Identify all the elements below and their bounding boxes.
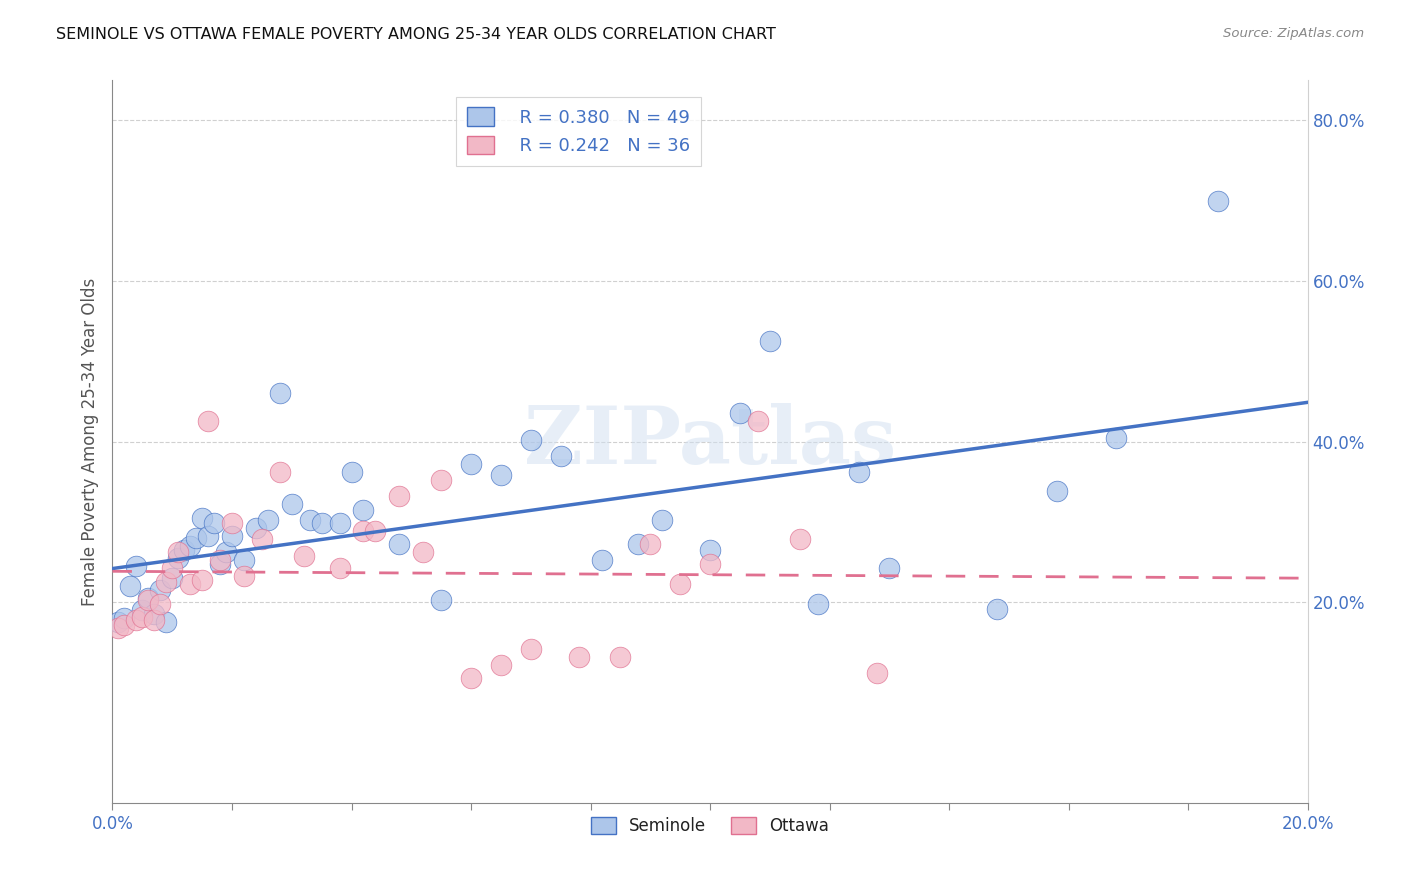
Point [329,561,352,575]
Text: SEMINOLE VS OTTAWA FEMALE POVERTY AMONG 25-34 YEAR OLDS CORRELATION CHART: SEMINOLE VS OTTAWA FEMALE POVERTY AMONG … [56,27,776,42]
Point [388,489,411,503]
Point [221,529,243,543]
Point [651,513,673,527]
Point [143,613,166,627]
Point [520,641,543,656]
Point [669,577,692,591]
Point [747,414,769,428]
Point [197,414,219,428]
Point [120,579,142,593]
Point [197,529,219,543]
Point [155,615,177,630]
Point [215,545,238,559]
Point [460,671,482,685]
Point [155,574,177,589]
Point [609,649,631,664]
Point [107,621,129,635]
Point [1046,484,1069,499]
Point [789,533,811,547]
Point [298,513,321,527]
Point [107,615,129,630]
Point [412,545,434,559]
Point [202,516,225,531]
Point [728,406,751,420]
Legend: Seminole, Ottawa: Seminole, Ottawa [583,810,837,841]
Point [125,558,148,574]
Point [848,465,870,479]
Point [986,601,1008,615]
Point [191,573,214,587]
Point [430,593,453,607]
Point [460,457,482,471]
Point [353,524,375,539]
Point [167,545,190,559]
Point [340,465,363,479]
Point [186,531,208,545]
Point [233,569,256,583]
Point [281,497,304,511]
Point [269,386,291,401]
Point [353,502,375,516]
Point [364,524,387,539]
Point [250,533,273,547]
Point [179,539,201,553]
Point [162,561,183,575]
Point [520,433,543,447]
Text: Source: ZipAtlas.com: Source: ZipAtlas.com [1223,27,1364,40]
Text: ZIPatlas: ZIPatlas [524,402,896,481]
Point [221,516,243,531]
Point [114,617,135,632]
Point [245,521,267,535]
Point [209,557,232,571]
Point [879,561,901,575]
Point [269,465,291,479]
Point [430,473,453,487]
Point [143,607,166,621]
Point [173,542,195,557]
Point [209,553,232,567]
Point [592,553,614,567]
Point [627,537,650,551]
Point [388,537,411,551]
Point [179,577,201,591]
Y-axis label: Female Poverty Among 25-34 Year Olds: Female Poverty Among 25-34 Year Olds [80,277,98,606]
Point [167,550,190,566]
Point [162,571,183,585]
Point [131,603,153,617]
Point [550,449,572,463]
Point [257,513,280,527]
Point [149,583,172,598]
Point [807,597,830,611]
Point [759,334,782,348]
Point [329,516,352,531]
Point [640,537,662,551]
Point [311,516,333,531]
Point [131,609,153,624]
Point [568,649,591,664]
Point [489,468,512,483]
Point [191,510,214,524]
Point [1105,430,1128,444]
Point [699,557,721,571]
Point [1206,194,1229,208]
Point [114,611,135,625]
Point [149,597,172,611]
Point [489,657,512,672]
Point [699,542,721,557]
Point [866,665,889,680]
Point [233,553,256,567]
Point [125,613,148,627]
Point [138,593,160,607]
Point [292,549,315,563]
Point [138,591,160,606]
